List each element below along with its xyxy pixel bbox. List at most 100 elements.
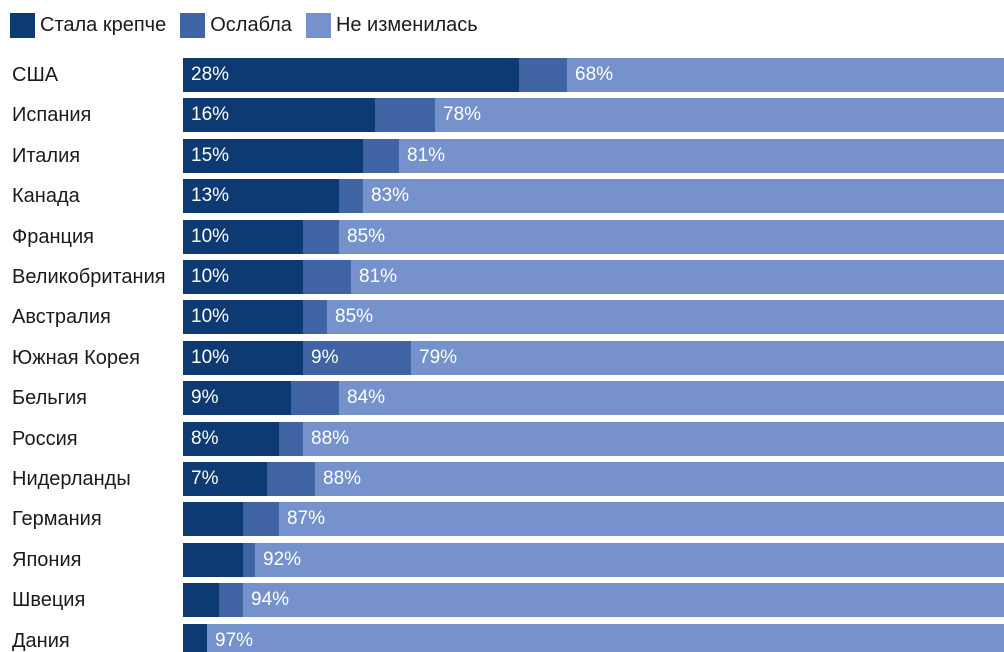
bar-segment-unchanged [339,219,1004,254]
bar-segment-weaker [519,58,567,92]
bar-segment-stronger [183,260,303,294]
bar-segment-unchanged [435,98,1004,133]
bar-segment-stronger [183,58,519,92]
data-label-unchanged: 92% [263,548,302,570]
category-label: Швеция [12,589,86,612]
bar-segment-weaker [339,179,363,214]
bar-row: Нидерланды 7% 88% [0,461,1004,497]
data-label-weaker: 9% [311,346,339,368]
legend: Стала крепче Ослабла Не изменилась [10,11,492,39]
bar-row: Франция 10% 85% [0,219,1004,255]
bar-segment-stronger [183,542,243,577]
data-label-stronger: 8% [191,427,219,449]
category-label: Австралия [12,306,111,329]
bar-segment-weaker [303,340,411,375]
data-label-unchanged: 78% [443,104,482,126]
bar-segment-stronger [183,219,303,254]
bar-row: Дания 97% [0,623,1004,652]
legend-label-weaker: Ослабла [210,14,292,36]
bar-row: Япония 92% [0,542,1004,578]
bar-segment-unchanged [399,138,1004,173]
bar-segment-weaker [267,462,315,496]
bar-segment-weaker [303,219,339,254]
data-label-stronger: 15% [191,144,230,166]
bar-row: Канада 13% 83% [0,178,1004,214]
bar-segment-unchanged [411,340,1004,375]
bar-segment-unchanged [207,623,1004,652]
data-label-unchanged: 85% [347,225,386,247]
bar-segment-stronger [183,381,291,416]
data-label-unchanged: 88% [311,427,350,449]
bar-segment-stronger [183,98,375,133]
bar-segment-stronger [183,138,363,173]
legend-label-unchanged: Не изменилась [335,14,478,36]
bar-segment-weaker [243,502,279,537]
data-label-unchanged: 85% [335,306,374,328]
data-label-unchanged: 83% [371,185,410,207]
bar-segment-weaker [375,98,435,133]
legend-item-weaker: Ослабла [180,11,292,39]
legend-item-stronger: Стала крепче [10,11,166,39]
category-label: Франция [12,225,94,248]
category-label: Италия [12,144,81,167]
data-label-stronger: 7% [191,468,219,489]
data-label-unchanged: 94% [251,589,290,611]
legend-label-stronger: Стала крепче [40,14,167,36]
data-label-stronger: 10% [191,306,230,328]
data-label-stronger: 16% [191,104,230,126]
data-label-stronger: 10% [191,225,230,247]
bar-segment-unchanged [243,583,1004,618]
bar-segment-weaker [243,542,255,577]
legend-swatch-unchanged [305,12,331,38]
data-label-stronger: 9% [191,387,219,409]
bar-segment-stronger [183,421,279,456]
bar-row: Великобритания 10% 81% [0,259,1004,295]
category-label: Нидерланды [12,468,131,490]
data-label-unchanged: 87% [287,508,326,530]
legend-swatch-stronger [10,12,35,38]
bar-segment-stronger [183,340,303,375]
bar-segment-unchanged [315,462,1004,496]
bar-row: Россия 8% 88% [0,421,1004,457]
bar-segment-unchanged [351,260,1004,294]
bar-row: Испания 16% 78% [0,97,1004,133]
bar-segment-unchanged [567,58,1004,92]
bar-row: Германия 87% [0,501,1004,537]
data-label-unchanged: 97% [215,629,254,651]
data-label-stronger: 10% [191,266,230,287]
category-label: США [12,64,59,86]
data-label-unchanged: 68% [575,64,614,85]
legend-item-unchanged: Не изменилась [305,11,478,39]
bar-segment-unchanged [339,381,1004,416]
category-label: Германия [12,508,102,531]
category-label: Южная Корея [12,346,140,369]
bar-segment-stronger [183,179,339,214]
bar-segment-weaker [363,138,399,173]
bar-segment-stronger [183,502,243,537]
data-label-stronger: 13% [191,185,230,207]
bar-segment-unchanged [303,421,1004,456]
bar-segment-unchanged [255,542,1004,577]
category-label: Россия [12,427,78,450]
category-label: Япония [12,548,82,571]
bar-row: Италия 15% 81% [0,138,1004,174]
bar-segment-weaker [291,381,339,416]
bar-row: Бельгия 9% 84% [0,380,1004,416]
bar-segment-weaker [219,583,243,618]
bar-segment-weaker [279,421,303,456]
data-label-stronger: 10% [191,346,230,368]
data-label-stronger: 28% [191,64,230,85]
bar-row: США 28% 68% [0,57,1004,93]
bar-segment-stronger [183,300,303,335]
data-label-unchanged: 81% [359,266,398,287]
data-label-unchanged: 88% [323,468,362,489]
bar-segment-weaker [303,300,327,335]
bar-row: Швеция 94% [0,582,1004,618]
bar-segment-unchanged [279,502,1004,537]
category-label: Великобритания [12,266,166,288]
data-label-unchanged: 81% [407,144,446,166]
legend-swatch-weaker [180,12,206,38]
bar-segment-unchanged [327,300,1004,335]
bar-row: Южная Корея 10% 9% 79% [0,340,1004,376]
